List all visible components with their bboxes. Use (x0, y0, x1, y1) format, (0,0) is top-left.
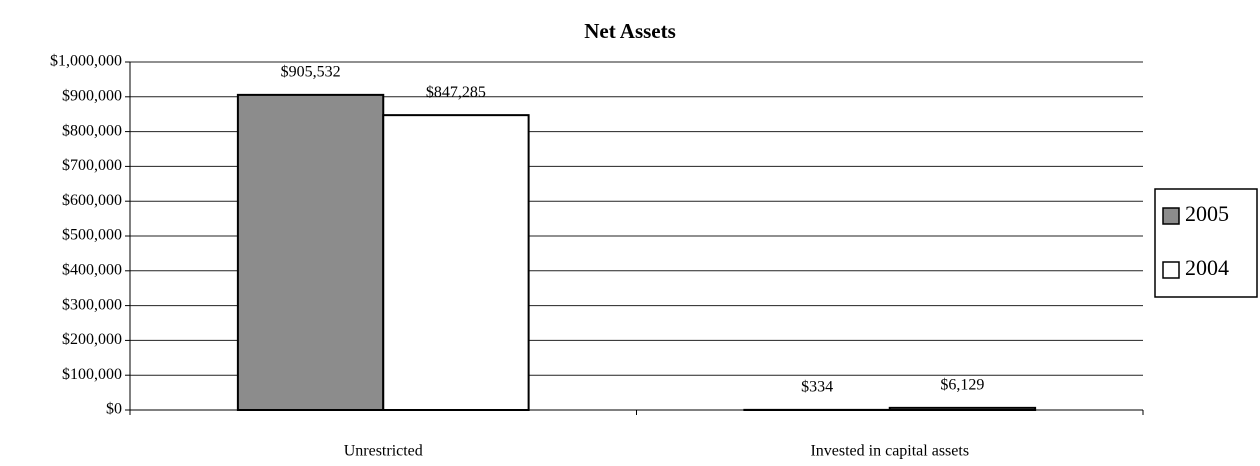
y-tick-label: $400,000 (62, 261, 122, 278)
y-tick-label: $500,000 (62, 227, 122, 244)
x-tick-label: Unrestricted (344, 443, 423, 460)
value-label: $334 (801, 379, 833, 396)
y-tick-label: $700,000 (62, 157, 122, 174)
y-tick-label: $100,000 (62, 366, 122, 383)
y-tick-label: $600,000 (62, 192, 122, 209)
legend-label: 2005 (1185, 201, 1229, 226)
y-tick-label: $900,000 (62, 87, 122, 104)
value-label: $905,532 (281, 64, 341, 81)
legend-swatch (1162, 207, 1180, 225)
value-label: $847,285 (426, 84, 486, 101)
legend-label: 2004 (1185, 255, 1229, 280)
value-label: $6,129 (940, 377, 984, 394)
y-tick-label: $1,000,000 (50, 53, 122, 70)
bar (236, 93, 385, 411)
y-tick-label: $200,000 (62, 331, 122, 348)
bar (888, 406, 1037, 411)
legend-box (1154, 188, 1258, 298)
legend-swatch (1162, 261, 1180, 279)
y-tick-label: $800,000 (62, 122, 122, 139)
y-tick-label: $300,000 (62, 296, 122, 313)
bar (382, 114, 530, 412)
y-tick-label: $0 (106, 401, 122, 418)
chart-title: Net Assets (584, 19, 676, 43)
x-tick-label: Invested in capital assets (810, 443, 969, 460)
